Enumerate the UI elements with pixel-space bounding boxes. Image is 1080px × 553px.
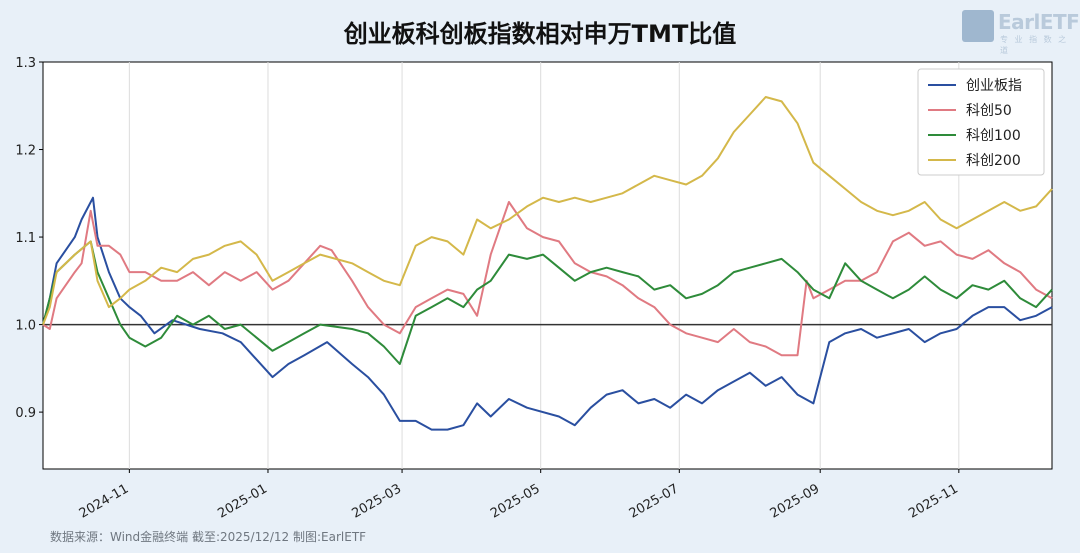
legend-label: 科创200 bbox=[966, 153, 1021, 169]
x-tick-label: 2024-11 bbox=[77, 481, 132, 521]
y-tick-label: 1.3 bbox=[15, 56, 36, 71]
x-tick-label: 2025-05 bbox=[488, 481, 543, 521]
earletf-logo: EarlETF 专 业 指 数 之 道 bbox=[962, 8, 1080, 55]
x-tick-label: 2025-11 bbox=[906, 481, 961, 521]
y-tick-label: 0.9 bbox=[15, 406, 36, 421]
plot-area bbox=[42, 61, 1053, 470]
legend-label: 科创50 bbox=[966, 103, 1012, 119]
y-tick-label: 1.0 bbox=[15, 319, 36, 334]
series-line-4 bbox=[42, 96, 1053, 325]
x-axis: 2024-11 2025-01 2025-03 2025-05 2025-07 2025-… bbox=[77, 469, 961, 522]
x-gridlines bbox=[128, 62, 960, 469]
series-line-1 bbox=[42, 196, 1053, 431]
x-tick-label: 2025-03 bbox=[350, 481, 405, 521]
logo-text: EarlETF bbox=[998, 10, 1080, 34]
y-axis: 0.9 1.0 1.1 1.2 1.3 bbox=[15, 56, 43, 421]
y-tick-label: 1.1 bbox=[15, 231, 36, 246]
source-note: 数据来源：Wind金融终端 截至:2025/12/12 制图:EarlETF bbox=[50, 530, 367, 544]
series-lines bbox=[42, 96, 1053, 431]
x-tick-label: 2025-07 bbox=[627, 481, 682, 521]
legend-label: 科创100 bbox=[966, 128, 1021, 144]
x-tick-label: 2025-01 bbox=[215, 481, 270, 521]
logo-subtext: 专 业 指 数 之 道 bbox=[1000, 35, 1069, 55]
legend-box bbox=[917, 68, 1045, 176]
legend-label: 创业板指 bbox=[966, 78, 1022, 94]
earletf-logo-icon bbox=[962, 10, 994, 42]
series-line-3 bbox=[42, 240, 1053, 365]
x-tick-label: 2025-09 bbox=[768, 481, 823, 521]
y-tick-label: 1.2 bbox=[15, 144, 36, 159]
chart-title: 创业板科创板指数相对申万TMT比值 bbox=[343, 20, 737, 48]
series-line-2 bbox=[42, 201, 1053, 357]
